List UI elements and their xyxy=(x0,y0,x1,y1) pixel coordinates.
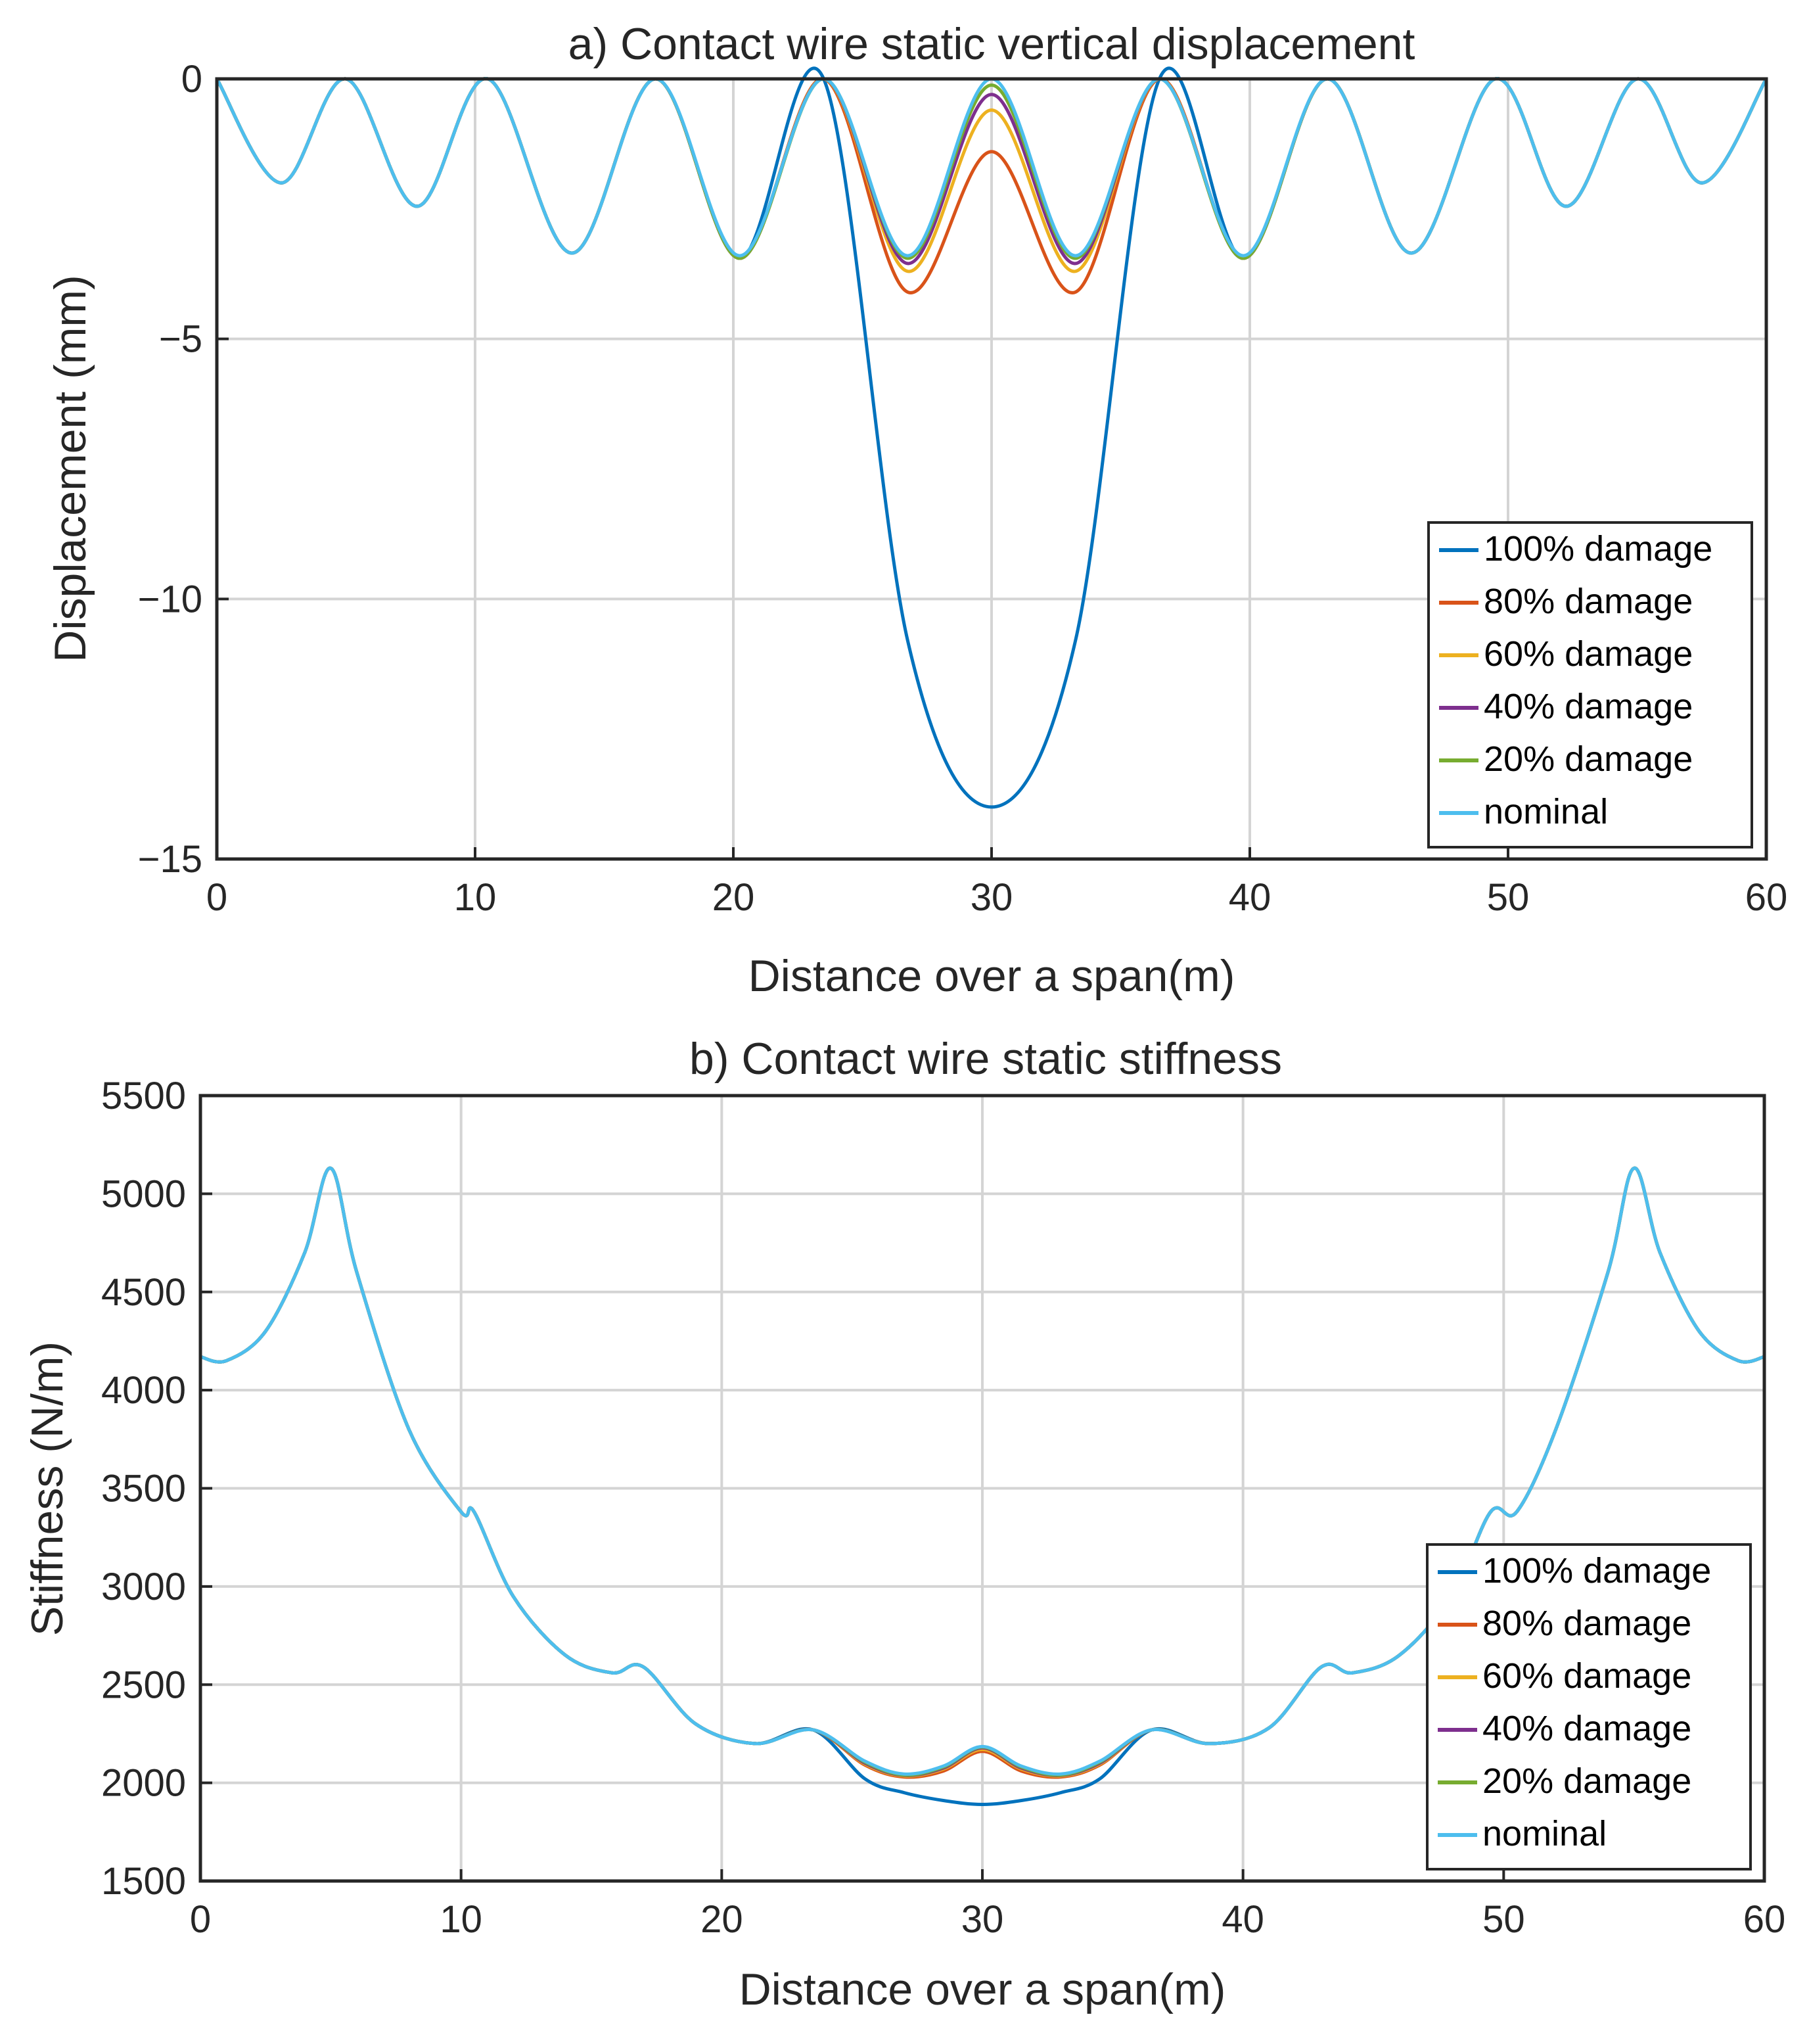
legend-label: 80% damage xyxy=(1484,582,1693,621)
panel-b-legend-box xyxy=(1426,1543,1752,1870)
y-tick-label: 5000 xyxy=(101,1173,186,1215)
legend-label: nominal xyxy=(1484,792,1608,831)
legend-label: 20% damage xyxy=(1482,1761,1691,1801)
y-tick-label: 2500 xyxy=(101,1663,186,1706)
legend-label: 40% damage xyxy=(1484,687,1693,726)
panel-a-ticks: 0 10 20 30 40 50 60 0 −5 −10 −15 xyxy=(138,58,1788,919)
panel-a-xlabel: Distance over a span(m) xyxy=(748,951,1235,1001)
legend-label: 20% damage xyxy=(1484,739,1693,779)
x-tick-label: 20 xyxy=(700,1898,743,1941)
panel-b-legend-entries: 100% damage 80% damage 60% damage 40% damag… xyxy=(1438,1551,1711,1853)
x-tick-label: 30 xyxy=(961,1898,1004,1941)
x-tick-label: 50 xyxy=(1487,876,1530,919)
y-tick-label: 2000 xyxy=(101,1762,186,1805)
x-tick-label: 10 xyxy=(454,876,497,919)
x-tick-label: 20 xyxy=(712,876,755,919)
legend-label: 100% damage xyxy=(1484,529,1712,569)
panel-a: a) Contact wire static vertical displace… xyxy=(45,19,1787,1001)
panel-b: b) Contact wire static stiffness 0 10 20 30… xyxy=(22,1034,1785,2014)
x-tick-label: 50 xyxy=(1482,1898,1525,1941)
series-line-nominal xyxy=(198,1167,1766,1776)
y-tick-label: 3000 xyxy=(101,1566,186,1608)
x-tick-label: 40 xyxy=(1222,1898,1264,1941)
legend-label: nominal xyxy=(1482,1814,1607,1853)
y-tick-label: 0 xyxy=(181,58,202,101)
legend-label: 80% damage xyxy=(1482,1604,1691,1643)
x-tick-label: 60 xyxy=(1745,876,1788,919)
panel-b-ticks: 0 10 20 30 40 50 60 1500 2000 2500 3000 3500 4000 450… xyxy=(101,1075,1785,1941)
y-tick-label: −15 xyxy=(138,838,202,881)
panel-a-legend-box xyxy=(1427,521,1753,848)
y-tick-label: −5 xyxy=(159,318,202,361)
panel-a-title: a) Contact wire static vertical displace… xyxy=(568,19,1415,69)
legend-label: 100% damage xyxy=(1482,1551,1711,1591)
y-tick-label: 5500 xyxy=(101,1075,186,1117)
panel-b-series xyxy=(198,1167,1766,1806)
panel-a-legend: 100% damage 80% damage 60% damage 40% damag… xyxy=(1427,521,1753,848)
panel-a-ylabel: Displacement (mm) xyxy=(45,275,95,662)
y-tick-label: −10 xyxy=(138,578,202,620)
x-tick-label: 0 xyxy=(206,876,227,919)
x-tick-label: 0 xyxy=(190,1898,211,1941)
legend-label: 60% damage xyxy=(1484,634,1693,674)
panel-b-legend: 100% damage 80% damage 60% damage 40% damag… xyxy=(1426,1543,1752,1870)
panel-a-legend-entries: 100% damage 80% damage 60% damage 40% damag… xyxy=(1439,529,1712,831)
panel-b-xlabel: Distance over a span(m) xyxy=(739,1964,1226,2014)
y-tick-label: 4000 xyxy=(101,1369,186,1412)
legend-label: 60% damage xyxy=(1482,1656,1691,1696)
x-tick-label: 60 xyxy=(1743,1898,1786,1941)
panel-b-ylabel: Stiffness (N/m) xyxy=(22,1341,72,1636)
y-tick-label: 4500 xyxy=(101,1271,186,1314)
y-tick-label: 3500 xyxy=(101,1468,186,1510)
panel-b-title: b) Contact wire static stiffness xyxy=(689,1034,1282,1084)
legend-label: 40% damage xyxy=(1482,1709,1691,1748)
x-tick-label: 40 xyxy=(1229,876,1271,919)
x-tick-label: 30 xyxy=(971,876,1013,919)
y-tick-label: 1500 xyxy=(101,1860,186,1903)
x-tick-label: 10 xyxy=(440,1898,482,1941)
